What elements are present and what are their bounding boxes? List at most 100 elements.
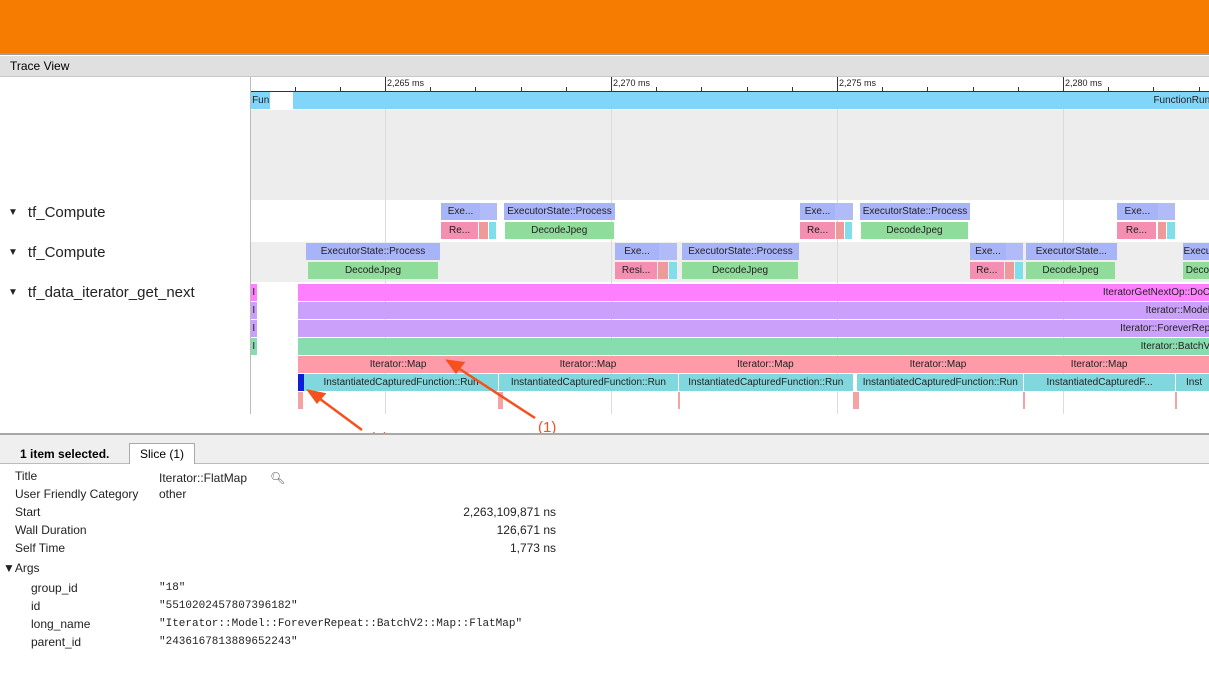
arg-key: parent_id bbox=[31, 635, 82, 649]
detail-value: other bbox=[159, 487, 187, 501]
function-run-row-slice[interactable]: FunctionRun bbox=[292, 92, 1209, 109]
tf-compute-2-executor-row-slice[interactable]: ExecutorState::Process bbox=[305, 243, 441, 260]
tf-compute-1-op-row-slice[interactable]: DecodeJpeg bbox=[860, 222, 969, 239]
tf-compute-2-op-row-slice[interactable]: Re... bbox=[969, 262, 1004, 279]
tf-compute-1-executor-row-slice[interactable]: Exe... bbox=[799, 203, 836, 220]
iterator-map-row-slice[interactable]: Iterator::Map bbox=[1023, 356, 1176, 373]
magnifier-icon[interactable]: 🔍︎ bbox=[270, 471, 286, 485]
ruler-tick-label: 2,275 ms bbox=[839, 78, 877, 88]
iterator-get-next-row-slice[interactable]: I bbox=[251, 284, 257, 301]
grid-line bbox=[611, 92, 612, 414]
tf-compute-1-op-row-slice[interactable] bbox=[479, 222, 489, 239]
collapse-triangle-icon[interactable]: ▼ bbox=[8, 287, 18, 298]
track-label-tf-compute-1[interactable]: ▼ tf_Compute bbox=[8, 204, 105, 221]
tf-compute-1-op-row-slice[interactable]: DecodeJpeg bbox=[504, 222, 614, 239]
ruler-tick-label: 2,270 ms bbox=[613, 78, 651, 88]
tf-compute-2-op-row-slice[interactable]: DecodeJpeg bbox=[308, 262, 438, 279]
ruler-tick bbox=[1063, 77, 1064, 91]
ruler-tick bbox=[1017, 87, 1019, 91]
tf-compute-2-op-row-slice[interactable] bbox=[1015, 262, 1024, 279]
track-label-iterator[interactable]: ▼ tf_data_iterator_get_next bbox=[8, 284, 195, 301]
tf-compute-2-executor-row-slice[interactable]: Execu bbox=[1182, 243, 1209, 260]
ruler-tick bbox=[1108, 87, 1110, 91]
tf-compute-1-executor-row-slice[interactable]: ExecutorState::Process bbox=[503, 203, 616, 220]
detail-key: Self Time bbox=[15, 541, 66, 555]
tf-compute-1-executor-row-slice[interactable] bbox=[479, 203, 498, 220]
iterator-map-row-slice[interactable]: Iterator::Map bbox=[677, 356, 853, 373]
track-labels-pane: ▼ tf_Compute ▼ tf_Compute ▼ tf_data_iterato… bbox=[0, 77, 251, 414]
ruler-tick bbox=[430, 87, 432, 91]
ruler-tick bbox=[927, 87, 929, 91]
tf-compute-2-op-row-slice[interactable] bbox=[658, 262, 668, 279]
tf-compute-1-executor-row-slice[interactable]: Exe... bbox=[1116, 203, 1158, 220]
instantiated-captured-function-row-slice[interactable]: InstantiatedCapturedFunction::Run bbox=[304, 374, 498, 391]
collapse-triangle-icon[interactable]: ▼ bbox=[8, 207, 18, 218]
iterator-model-row-slice[interactable]: Iterator::Model bbox=[298, 302, 1209, 319]
tf-compute-1-op-row-slice[interactable] bbox=[488, 222, 497, 239]
tf-compute-2-executor-row-slice[interactable]: ExecutorState... bbox=[1025, 243, 1117, 260]
timeline-tracks[interactable]: 2,265 ms 2,270 ms 2,275 ms 2,280 ms Fun Func… bbox=[251, 77, 1209, 414]
tf-compute-2-executor-row-slice[interactable]: Exe... bbox=[969, 243, 1007, 260]
tf-compute-1-op-row-slice[interactable]: Re... bbox=[799, 222, 836, 239]
collapse-triangle-icon[interactable]: ▼ bbox=[8, 247, 18, 258]
tf-compute-2-executor-row-slice[interactable] bbox=[658, 243, 677, 260]
app-header-bar bbox=[0, 0, 1209, 55]
detail-value: Iterator::FlatMap bbox=[159, 471, 248, 485]
tf-compute-1-executor-row-slice[interactable] bbox=[1157, 203, 1176, 220]
instantiated-captured-function-row-slice[interactable]: InstantiatedCapturedFunction::Run bbox=[857, 374, 1024, 391]
instantiated-captured-function-row-slice[interactable]: InstantiatedCapturedFunction::Run bbox=[498, 374, 678, 391]
tf-compute-1-executor-row-slice[interactable]: ExecutorState::Process bbox=[860, 203, 970, 220]
instantiated-captured-function-row-slice[interactable]: Inst bbox=[1176, 374, 1209, 391]
ruler-tick bbox=[1198, 87, 1200, 91]
time-ruler[interactable]: 2,265 ms 2,270 ms 2,275 ms 2,280 ms bbox=[251, 77, 1209, 92]
iterator-batch-row-slice[interactable]: Iterator::BatchV bbox=[298, 338, 1209, 355]
tf-compute-1-executor-row-slice[interactable]: Exe... bbox=[441, 203, 480, 220]
tf-compute-1-executor-row-slice[interactable] bbox=[835, 203, 853, 220]
instantiated-captured-function-row-slice[interactable]: InstantiatedCapturedF... bbox=[1024, 374, 1176, 391]
track-name: tf_Compute bbox=[27, 204, 106, 221]
tf-compute-2-op-row-slice[interactable]: Deco bbox=[1182, 262, 1209, 279]
ruler-tick bbox=[520, 87, 522, 91]
iterator-model-row-slice[interactable]: I bbox=[251, 302, 257, 319]
track-label-tf-compute-2[interactable]: ▼ tf_Compute bbox=[8, 244, 105, 261]
iterator-map-row-slice[interactable]: Iterator::Map bbox=[498, 356, 678, 373]
tf-compute-1-op-row-slice[interactable] bbox=[1166, 222, 1176, 239]
ruler-tick bbox=[972, 87, 974, 91]
args-toggle[interactable]: ▼Args bbox=[3, 561, 40, 575]
ruler-tick bbox=[837, 77, 838, 91]
tf-compute-1-op-row-slice[interactable]: Re... bbox=[441, 222, 479, 239]
detail-key: User Friendly Category bbox=[15, 487, 139, 501]
iterator-forever-repeat-row-slice[interactable]: I bbox=[251, 320, 257, 337]
selection-count: 1 item selected. bbox=[20, 447, 110, 461]
sub-slices-row-slice[interactable] bbox=[677, 392, 681, 409]
tf-compute-2-op-row-slice[interactable] bbox=[1005, 262, 1015, 279]
tf-compute-1-op-row-slice[interactable]: Re... bbox=[1116, 222, 1157, 239]
instantiated-captured-function-row-slice[interactable]: InstantiatedCapturedFunction::Run bbox=[678, 374, 853, 391]
sub-slices-row-slice[interactable] bbox=[852, 392, 859, 409]
sub-slices-row-slice[interactable] bbox=[498, 392, 504, 409]
tf-compute-2-op-row-slice[interactable]: Resi... bbox=[615, 262, 658, 279]
tab-slice[interactable]: Slice (1) bbox=[129, 443, 196, 464]
tf-compute-2-executor-row-slice[interactable] bbox=[1006, 243, 1024, 260]
tf-compute-1-op-row-slice[interactable] bbox=[1157, 222, 1167, 239]
iterator-map-row-slice[interactable]: Iterator::Map bbox=[298, 356, 498, 373]
tf-compute-1-op-row-slice[interactable] bbox=[836, 222, 844, 239]
tf-compute-2-op-row-slice[interactable]: DecodeJpeg bbox=[1025, 262, 1115, 279]
sub-slices-row-slice[interactable] bbox=[1023, 392, 1026, 409]
selected-slice[interactable] bbox=[298, 374, 305, 391]
tf-compute-2-executor-row-slice[interactable]: ExecutorState::Process bbox=[681, 243, 800, 260]
tf-compute-1-op-row-slice[interactable] bbox=[845, 222, 852, 239]
tf-compute-2-op-row-slice[interactable]: DecodeJpeg bbox=[681, 262, 799, 279]
iterator-map-row-slice[interactable]: Iterator::Map bbox=[852, 356, 1024, 373]
detail-value: 2,263,109,871 ns bbox=[463, 505, 556, 519]
iterator-map-row-slice[interactable] bbox=[1175, 356, 1209, 373]
iterator-batch-row-slice[interactable]: I bbox=[251, 338, 257, 355]
iterator-forever-repeat-row-slice[interactable]: Iterator::ForeverRep bbox=[298, 320, 1209, 337]
tf-compute-2-op-row-slice[interactable] bbox=[668, 262, 677, 279]
iterator-get-next-row-slice[interactable]: IteratorGetNextOp::DoC bbox=[298, 284, 1209, 301]
sub-slices-row-slice[interactable] bbox=[1175, 392, 1177, 409]
arg-value: "5510202457807396182" bbox=[159, 600, 298, 612]
tf-compute-2-executor-row-slice[interactable]: Exe... bbox=[615, 243, 659, 260]
sub-slices-row-slice[interactable] bbox=[298, 392, 303, 409]
function-run-row-slice[interactable]: Fun bbox=[251, 92, 271, 109]
